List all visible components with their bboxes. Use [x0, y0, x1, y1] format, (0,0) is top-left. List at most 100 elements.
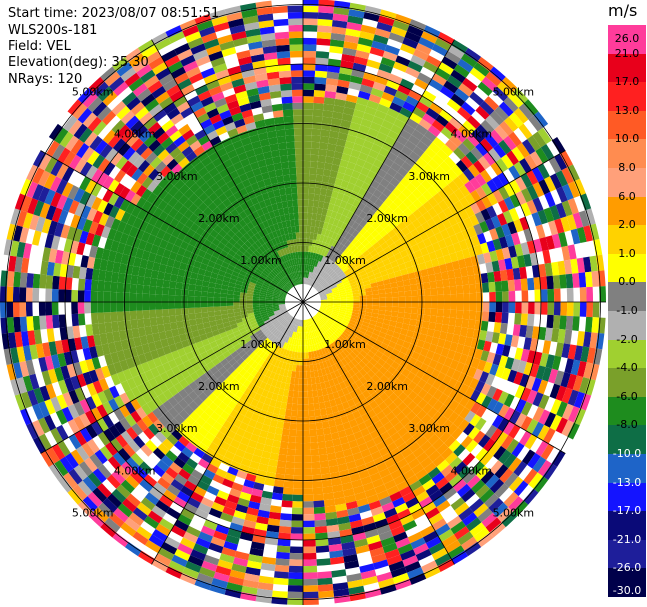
gate — [271, 261, 278, 268]
gate — [334, 241, 342, 249]
gate — [342, 421, 352, 431]
gate — [254, 313, 262, 318]
gate — [250, 398, 259, 408]
gate — [189, 156, 202, 168]
gate — [193, 335, 202, 344]
gate — [293, 384, 299, 392]
gate — [118, 330, 128, 341]
gate — [374, 396, 384, 406]
gate — [144, 492, 160, 506]
gate — [337, 389, 345, 398]
gate — [197, 134, 210, 146]
gate — [104, 322, 113, 334]
gate — [346, 134, 357, 144]
gate — [334, 198, 342, 207]
gate — [283, 480, 294, 489]
gate — [340, 373, 348, 382]
gate — [144, 223, 155, 235]
gate — [561, 387, 573, 404]
gate — [139, 335, 148, 346]
gate — [87, 472, 102, 488]
gate — [527, 277, 535, 291]
gate — [332, 111, 344, 120]
gate — [497, 390, 509, 405]
gate — [320, 298, 328, 301]
gate — [378, 309, 386, 315]
gate — [357, 421, 368, 431]
gate — [57, 476, 73, 493]
gate — [332, 13, 349, 22]
gate — [178, 205, 189, 216]
gate — [212, 197, 223, 207]
gate — [303, 475, 313, 482]
gate — [234, 287, 242, 293]
gate — [404, 260, 413, 269]
gate — [303, 533, 316, 541]
gate — [84, 279, 92, 291]
gate — [288, 273, 294, 281]
gate — [337, 315, 344, 320]
gate — [411, 405, 423, 416]
gate — [35, 216, 46, 232]
gate — [303, 526, 316, 534]
gate — [239, 235, 248, 244]
gate — [453, 403, 465, 416]
gate — [311, 383, 317, 391]
gate — [214, 406, 224, 417]
gate — [420, 247, 429, 257]
gate — [351, 237, 359, 246]
gate — [320, 188, 327, 196]
gate — [195, 226, 205, 236]
gate — [90, 312, 99, 325]
gate — [256, 279, 264, 285]
gate — [317, 240, 323, 248]
gate — [263, 346, 270, 354]
gate — [529, 151, 543, 167]
gate — [370, 179, 380, 190]
gate — [110, 438, 123, 452]
gate — [551, 233, 562, 249]
gate — [495, 158, 509, 173]
gate — [85, 358, 95, 372]
gate — [307, 265, 311, 272]
gate — [227, 290, 235, 295]
gate — [331, 190, 339, 199]
gate — [436, 177, 448, 189]
gate — [320, 296, 328, 300]
gate — [576, 360, 587, 378]
gate — [384, 388, 394, 398]
gate — [363, 222, 372, 231]
gate — [565, 315, 574, 331]
gate — [193, 447, 206, 459]
gate — [362, 71, 377, 82]
gate — [287, 396, 293, 404]
gate — [264, 257, 272, 265]
gate — [291, 265, 295, 273]
gate — [283, 369, 289, 377]
gate — [402, 520, 418, 532]
gate — [492, 86, 509, 102]
gate — [480, 242, 490, 254]
gate — [321, 281, 328, 287]
gate — [418, 262, 427, 271]
gate — [156, 459, 170, 473]
gate — [364, 488, 377, 498]
gate — [153, 236, 163, 247]
gate — [297, 391, 303, 398]
gate — [525, 375, 536, 390]
gate — [289, 239, 295, 247]
gate — [210, 272, 219, 279]
gate — [469, 302, 477, 312]
gate — [402, 255, 411, 264]
gate — [124, 541, 142, 557]
gate — [318, 5, 334, 14]
gate — [390, 124, 403, 135]
gate — [284, 122, 294, 130]
gate — [175, 308, 183, 316]
gate — [422, 530, 439, 544]
gate — [270, 281, 278, 287]
gate — [290, 410, 298, 418]
gate — [370, 229, 379, 238]
gate — [273, 116, 285, 125]
gate — [366, 208, 376, 218]
